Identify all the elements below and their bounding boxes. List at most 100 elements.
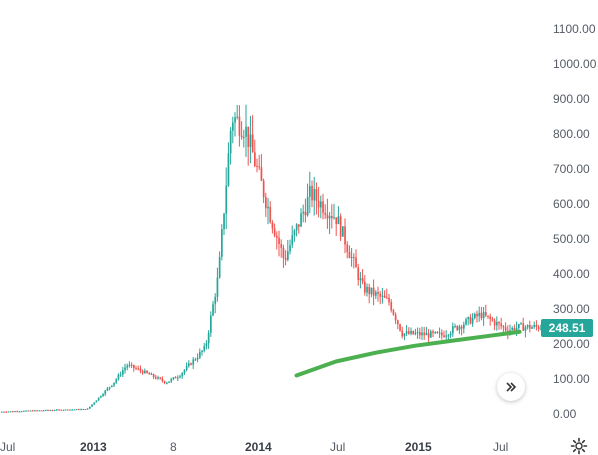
- candle-body: [348, 251, 351, 258]
- candle-body: [45, 409, 47, 411]
- candle-body: [324, 212, 327, 215]
- candle-body: [254, 152, 256, 166]
- candle-body: [381, 295, 384, 297]
- candle-body: [38, 410, 41, 412]
- candle-body: [86, 408, 89, 410]
- candle-body: [438, 332, 441, 334]
- candle-body: [412, 330, 415, 335]
- candle-body: [333, 217, 335, 219]
- candle-body: [496, 322, 498, 326]
- candle-body: [359, 278, 362, 281]
- candle-body: [196, 357, 199, 360]
- candle-body: [269, 206, 272, 223]
- candle-body: [23, 410, 25, 412]
- candle-body: [423, 332, 426, 336]
- candle-body: [267, 206, 269, 209]
- candle-body: [144, 370, 146, 374]
- candle-body: [159, 377, 162, 379]
- candle-body: [476, 313, 478, 317]
- candle-body: [150, 374, 153, 376]
- candle-body: [214, 296, 217, 305]
- candle-body: [172, 377, 175, 380]
- candle-body: [276, 235, 278, 238]
- candle-body: [203, 346, 206, 351]
- candle-body: [482, 312, 485, 319]
- candle-body: [115, 379, 118, 383]
- candle-body: [350, 256, 353, 258]
- candle-body: [401, 330, 404, 337]
- candle-body: [34, 410, 36, 412]
- candle-body: [346, 244, 349, 252]
- candle-body: [247, 126, 250, 147]
- candle-body: [478, 312, 481, 317]
- candle-body: [258, 166, 261, 168]
- candle-body: [260, 167, 263, 181]
- candle-body: [427, 333, 430, 338]
- candle-body: [262, 180, 265, 198]
- candle-body: [25, 410, 27, 412]
- x-tick-label: Jul: [330, 440, 345, 454]
- x-tick-label: 2014: [245, 440, 272, 454]
- candle-body: [194, 359, 197, 361]
- candle-body: [320, 201, 322, 208]
- candle-body: [309, 185, 311, 197]
- candle-body: [27, 410, 30, 412]
- y-tick-label: 900.00: [553, 92, 590, 106]
- x-tick-label: 2013: [80, 440, 107, 454]
- candle-body: [157, 377, 159, 379]
- candle-body: [9, 411, 12, 413]
- candle-body: [465, 319, 467, 325]
- candle-body: [181, 372, 184, 377]
- candle-body: [304, 211, 307, 216]
- candle-body: [372, 287, 375, 296]
- candle-body: [36, 410, 38, 412]
- candle-body: [278, 237, 280, 245]
- candle-body: [337, 216, 340, 225]
- candle-body: [82, 408, 85, 410]
- candle-body: [377, 292, 379, 294]
- candle-body: [485, 312, 487, 316]
- candle-body: [456, 326, 459, 330]
- candle-body: [7, 411, 10, 413]
- candle-body: [467, 317, 470, 320]
- x-tick-label: Jul: [0, 440, 15, 454]
- candle-body: [306, 196, 309, 216]
- candle-body: [298, 224, 300, 227]
- candle-body: [471, 318, 474, 324]
- candle-body: [53, 410, 56, 412]
- x-tick-label: 8: [170, 440, 177, 454]
- candle-body: [135, 368, 137, 370]
- candle-body: [124, 367, 126, 371]
- candle-body: [240, 135, 243, 138]
- candle-body: [361, 278, 364, 282]
- candle-body: [284, 257, 287, 260]
- scroll-to-realtime-button[interactable]: [497, 373, 525, 401]
- candle-body: [273, 228, 276, 236]
- candle-body: [518, 324, 520, 329]
- candle-body: [388, 297, 390, 303]
- candle-body: [386, 297, 388, 299]
- y-tick-label: 100.00: [553, 372, 590, 386]
- candle-body: [243, 136, 245, 138]
- candle-body: [408, 331, 410, 334]
- candle-body: [540, 328, 542, 330]
- candle-body: [405, 331, 408, 334]
- candle-body: [390, 302, 393, 311]
- candle-body: [300, 213, 302, 227]
- candle-body: [91, 404, 93, 407]
- candle-body: [201, 350, 203, 352]
- candle-body: [51, 410, 54, 412]
- candle-body: [366, 286, 368, 293]
- candle-body: [126, 365, 129, 368]
- candle-body: [188, 363, 190, 367]
- candle-body: [289, 245, 291, 252]
- gear-icon[interactable]: [570, 437, 588, 455]
- candle-body: [102, 394, 104, 397]
- candle-body: [370, 287, 373, 295]
- candle-body: [355, 257, 357, 268]
- candle-body: [480, 312, 483, 319]
- candle-body: [49, 410, 52, 412]
- candle-body: [392, 310, 395, 315]
- candle-body: [229, 130, 232, 154]
